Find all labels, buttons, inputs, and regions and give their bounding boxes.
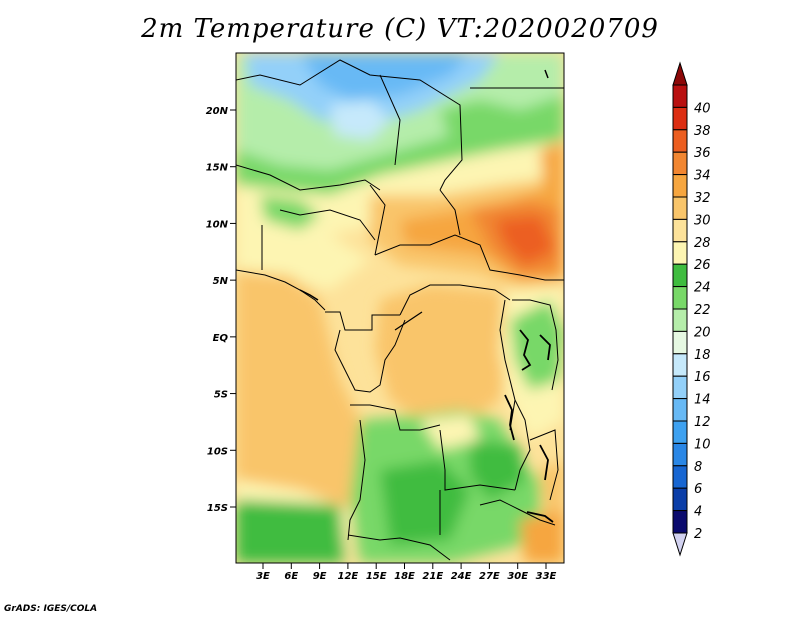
colorbar-box — [672, 420, 688, 444]
latitude-axis: 20N 15N 10N 5N EQ 5S 10S 15S — [206, 106, 236, 514]
colorbar-label: 22 — [694, 303, 711, 318]
lon-tick-label: 21E — [422, 571, 443, 582]
colorbar-label: 24 — [694, 281, 711, 296]
colorbar-box — [672, 510, 688, 534]
colorbar-label: 14 — [694, 393, 711, 408]
colorbar-label: 8 — [694, 460, 702, 475]
lat-tick-label: 15N — [206, 163, 229, 174]
map-frame — [235, 52, 565, 564]
colorbar-label: 12 — [694, 415, 711, 430]
lon-tick-label: 9E — [313, 571, 327, 582]
colorbar-label: 40 — [694, 101, 711, 116]
lon-tick-label: 12E — [338, 571, 359, 582]
longitude-axis: 3E 6E 9E 12E 15E 18E 21E 24E 27E 30E 33E — [256, 563, 557, 582]
map-borders — [236, 59, 564, 561]
colorbar-box — [672, 151, 688, 176]
colorbar-label: 4 — [694, 505, 702, 520]
lat-tick-label: 15S — [207, 503, 228, 514]
lon-tick-label: 33E — [536, 571, 557, 582]
colorbar-box — [672, 106, 688, 131]
lon-tick-label: 6E — [284, 571, 298, 582]
colorbar-under-arrow — [672, 532, 688, 557]
colorbar-box — [672, 129, 688, 153]
credit-text: GrADS: IGES/COLA — [4, 604, 98, 614]
colorbar-box — [672, 375, 688, 400]
lat-tick-label: 10N — [206, 219, 229, 230]
colorbar-box — [672, 465, 688, 489]
lat-tick-label: 10S — [207, 446, 228, 457]
colorbar-box — [672, 286, 688, 310]
colorbar-label: 30 — [694, 213, 711, 228]
colorbar-box — [672, 353, 688, 377]
colorbar-label: 20 — [694, 325, 711, 340]
lon-tick-label: 3E — [256, 571, 270, 582]
colorbar-box — [672, 84, 688, 108]
colorbar-box — [672, 308, 688, 332]
colorbar-box — [672, 330, 688, 355]
colorbar-box — [672, 218, 688, 243]
colorbar-box — [672, 487, 688, 512]
colorbar-box — [672, 398, 688, 422]
lat-tick-label: 20N — [206, 106, 229, 117]
colorbar-label: 26 — [694, 258, 711, 273]
lon-tick-label: 18E — [394, 571, 415, 582]
colorbar-label: 32 — [694, 191, 711, 206]
colorbar-box — [672, 241, 688, 265]
colorbar-label: 2 — [694, 527, 702, 542]
lat-tick-label: EQ — [213, 333, 229, 344]
lon-tick-label: 15E — [366, 571, 387, 582]
colorbar-over-arrow — [672, 61, 688, 86]
colorbar-box — [672, 174, 688, 198]
colorbar-label: 34 — [694, 169, 711, 184]
chart-title: 2m Temperature (C) VT:2020020709 — [141, 14, 659, 44]
colorbar-label: 10 — [694, 437, 711, 452]
colorbar-label: 6 — [694, 482, 702, 497]
temperature-field — [236, 53, 564, 563]
colorbar-box — [672, 263, 688, 288]
lon-tick-label: 30E — [507, 571, 528, 582]
lon-tick-label: 24E — [451, 571, 472, 582]
colorbar-box — [672, 442, 688, 467]
lat-tick-label: 5S — [214, 390, 228, 401]
lat-tick-label: 5N — [213, 276, 229, 287]
lon-tick-label: 27E — [479, 571, 500, 582]
colorbar-label: 38 — [694, 124, 711, 139]
colorbar-label: 36 — [694, 146, 711, 161]
colorbar-label: 18 — [694, 348, 711, 363]
colorbar-label: 16 — [694, 370, 711, 385]
colorbar-box — [672, 196, 688, 220]
colorbar-label: 28 — [694, 236, 711, 251]
